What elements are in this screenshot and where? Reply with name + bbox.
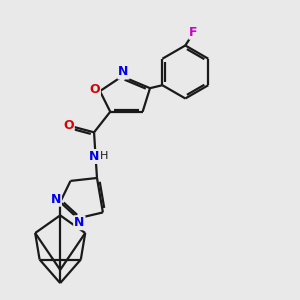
Text: F: F xyxy=(189,26,198,39)
Text: H: H xyxy=(100,152,108,161)
Text: O: O xyxy=(89,83,100,96)
Text: N: N xyxy=(118,65,129,79)
Text: O: O xyxy=(63,119,74,132)
Text: N: N xyxy=(89,150,99,163)
Text: N: N xyxy=(51,193,61,206)
Text: N: N xyxy=(74,216,85,229)
